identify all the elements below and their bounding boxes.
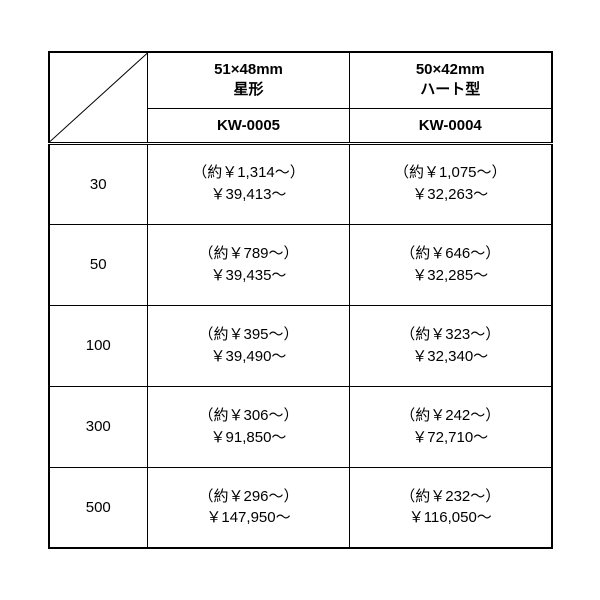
unit-price: （約￥646～）	[350, 243, 551, 265]
total-price: ￥72,710～	[350, 427, 551, 449]
unit-price: （約￥1,075～）	[350, 162, 551, 184]
unit-price: （約￥232～）	[350, 486, 551, 508]
table-row: 30（約￥1,314～）￥39,413～（約￥1,075～）￥32,263～	[49, 143, 552, 224]
total-price: ￥39,490～	[148, 346, 349, 368]
table-row: 100（約￥395～）￥39,490～（約￥323～）￥32,340～	[49, 305, 552, 386]
price-cell-col1: （約￥1,314～）￥39,413～	[148, 143, 350, 224]
col1-header-top: 51×48mm 星形	[148, 52, 350, 108]
col2-size: 50×42mm	[416, 61, 485, 78]
unit-price: （約￥1,314～）	[148, 162, 349, 184]
unit-price: （約￥306～）	[148, 405, 349, 427]
total-price: ￥39,435～	[148, 265, 349, 287]
table-row: 300（約￥306～）￥91,850～（約￥242～）￥72,710～	[49, 386, 552, 467]
total-price: ￥91,850～	[148, 427, 349, 449]
col2-header-top: 50×42mm ハート型	[350, 52, 552, 108]
col2-shape: ハート型	[420, 81, 480, 98]
price-cell-col1: （約￥789～）￥39,435～	[148, 224, 350, 305]
unit-price: （約￥395～）	[148, 324, 349, 346]
table-header: 51×48mm 星形 50×42mm ハート型 KW-0005 KW-0004	[49, 52, 552, 143]
qty-cell: 100	[49, 305, 148, 386]
total-price: ￥32,285～	[350, 265, 551, 287]
total-price: ￥39,413～	[148, 184, 349, 206]
qty-cell: 50	[49, 224, 148, 305]
price-cell-col2: （約￥1,075～）￥32,263～	[350, 143, 552, 224]
price-cell-col2: （約￥646～）￥32,285～	[350, 224, 552, 305]
total-price: ￥32,340～	[350, 346, 551, 368]
total-price: ￥32,263～	[350, 184, 551, 206]
unit-price: （約￥296～）	[148, 486, 349, 508]
table-row: 500（約￥296～）￥147,950～（約￥232～）￥116,050～	[49, 467, 552, 548]
unit-price: （約￥789～）	[148, 243, 349, 265]
unit-price: （約￥323～）	[350, 324, 551, 346]
price-cell-col1: （約￥395～）￥39,490～	[148, 305, 350, 386]
total-price: ￥116,050～	[350, 507, 551, 529]
price-cell-col1: （約￥306～）￥91,850～	[148, 386, 350, 467]
canvas: 51×48mm 星形 50×42mm ハート型 KW-0005 KW-0004 …	[0, 0, 600, 600]
price-cell-col2: （約￥323～）￥32,340～	[350, 305, 552, 386]
price-cell-col2: （約￥242～）￥72,710～	[350, 386, 552, 467]
qty-cell: 300	[49, 386, 148, 467]
price-cell-col1: （約￥296～）￥147,950～	[148, 467, 350, 548]
qty-cell: 30	[49, 143, 148, 224]
price-cell-col2: （約￥232～）￥116,050～	[350, 467, 552, 548]
price-table: 51×48mm 星形 50×42mm ハート型 KW-0005 KW-0004 …	[48, 51, 553, 549]
total-price: ￥147,950～	[148, 507, 349, 529]
col1-size: 51×48mm	[214, 61, 283, 78]
qty-cell: 500	[49, 467, 148, 548]
table-body: 30（約￥1,314～）￥39,413～（約￥1,075～）￥32,263～50…	[49, 143, 552, 548]
table-row: 50（約￥789～）￥39,435～（約￥646～）￥32,285～	[49, 224, 552, 305]
col2-code: KW-0004	[350, 108, 552, 143]
col1-code: KW-0005	[148, 108, 350, 143]
header-slash-cell	[49, 52, 148, 143]
unit-price: （約￥242～）	[350, 405, 551, 427]
col1-shape: 星形	[233, 81, 263, 98]
diagonal-slash-icon	[50, 53, 148, 142]
